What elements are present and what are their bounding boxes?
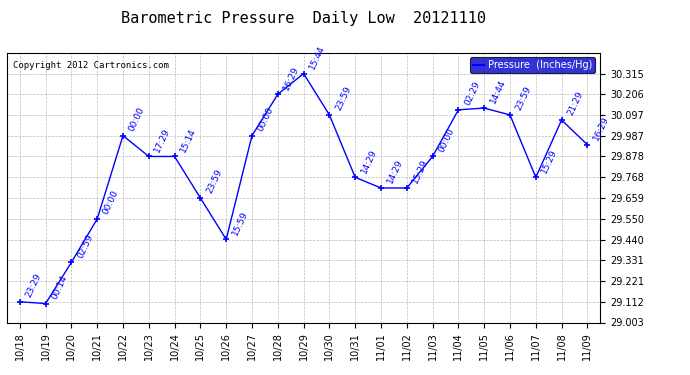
Text: Copyright 2012 Cartronics.com: Copyright 2012 Cartronics.com [13,61,169,70]
Text: 15:44: 15:44 [308,44,327,71]
Text: 21:29: 21:29 [566,90,584,117]
Text: 00:00: 00:00 [101,189,121,216]
Text: 15:29: 15:29 [411,158,430,185]
Text: 15:29: 15:29 [540,147,559,175]
Text: 15:14: 15:14 [179,126,198,154]
Text: 17:29: 17:29 [153,126,172,154]
Text: 00:14: 00:14 [50,274,69,301]
Text: 00:00: 00:00 [256,106,275,133]
Text: 02:59: 02:59 [76,232,95,260]
Text: 14:44: 14:44 [489,78,507,105]
Text: 23:59: 23:59 [514,85,533,112]
Text: 02:29: 02:29 [462,80,482,107]
Text: 16:29: 16:29 [591,115,611,142]
Text: Barometric Pressure  Daily Low  20121110: Barometric Pressure Daily Low 20121110 [121,11,486,26]
Text: 15:59: 15:59 [230,209,250,237]
Text: 23:59: 23:59 [333,85,353,112]
Text: 14:29: 14:29 [385,158,404,185]
Text: 00:00: 00:00 [127,106,146,133]
Text: 23:59: 23:59 [204,168,224,195]
Text: 00:00: 00:00 [437,126,456,154]
Text: 14:29: 14:29 [359,147,378,175]
Text: 23:29: 23:29 [24,272,43,299]
Legend: Pressure  (Inches/Hg): Pressure (Inches/Hg) [470,57,595,73]
Text: 16:29: 16:29 [282,64,301,92]
